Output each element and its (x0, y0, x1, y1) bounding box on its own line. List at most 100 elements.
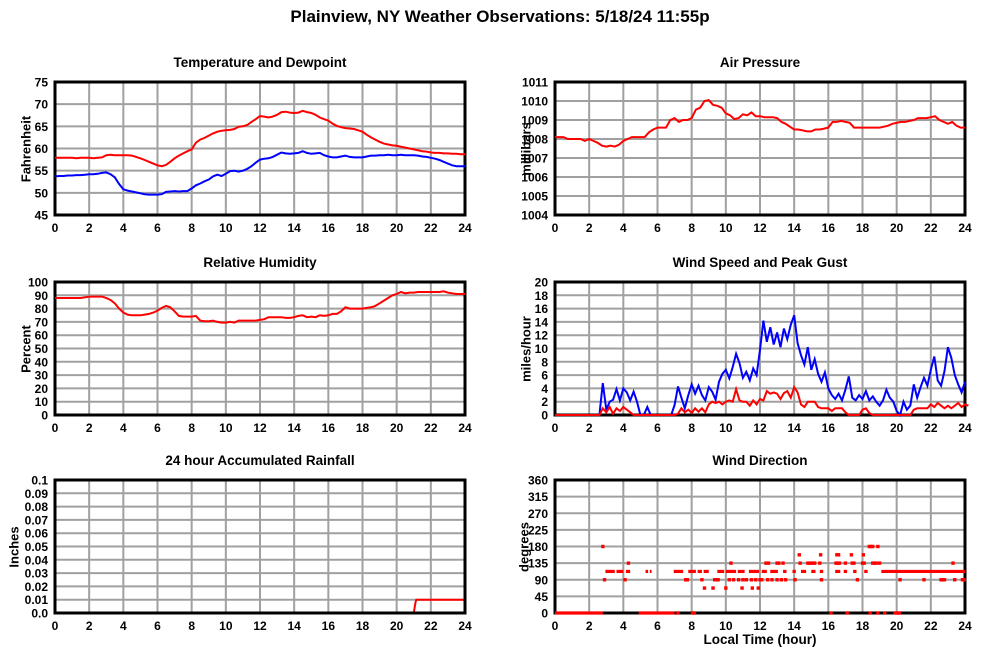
gridlines (554, 479, 966, 614)
svg-text:12: 12 (253, 221, 267, 235)
svg-text:2: 2 (86, 221, 93, 235)
svg-text:270: 270 (528, 507, 548, 521)
svg-text:45: 45 (535, 590, 549, 604)
plot-border (53, 478, 467, 615)
svg-text:2: 2 (541, 395, 548, 409)
svg-text:1005: 1005 (521, 190, 548, 204)
humidity-line (55, 290, 465, 324)
chart-title-temperature-dewpoint: Temperature and Dewpoint (173, 55, 347, 70)
svg-text:1009: 1009 (521, 114, 548, 128)
svg-text:50: 50 (35, 186, 49, 200)
svg-text:10: 10 (719, 619, 733, 633)
svg-text:65: 65 (35, 120, 49, 134)
svg-text:4: 4 (620, 421, 627, 435)
gridlines (554, 81, 966, 216)
svg-text:1007: 1007 (521, 152, 548, 166)
svg-text:16: 16 (322, 619, 336, 633)
wind-speed-line (555, 384, 969, 416)
svg-text:50: 50 (35, 342, 49, 356)
air-pressure-chart: Air Pressure 0 2 4 6 8 10 12 14 16 18 20 22 24 1004 10… (500, 48, 1000, 262)
svg-text:12: 12 (753, 421, 767, 435)
wind-direction-chart: Wind Direction 0 2 4 6 8 10 12 14 16 18 20 22 24 0 45 9… (500, 446, 1000, 660)
svg-text:0: 0 (541, 607, 548, 621)
rainfall-plot: 0 2 4 6 8 10 12 14 16 18 20 22 240.00.010.020.030.04… (25, 474, 472, 634)
svg-text:12: 12 (753, 221, 767, 235)
gridlines (54, 281, 466, 416)
svg-text:1011: 1011 (522, 76, 548, 90)
plot-border (553, 80, 967, 217)
svg-text:10: 10 (719, 221, 733, 235)
svg-text:0: 0 (52, 619, 59, 633)
svg-text:0.06: 0.06 (25, 527, 49, 541)
chart-title-rainfall: 24 hour Accumulated Rainfall (165, 453, 355, 468)
svg-text:225: 225 (528, 523, 548, 537)
svg-text:18: 18 (356, 421, 370, 435)
svg-text:24: 24 (958, 221, 972, 235)
svg-text:10: 10 (535, 342, 549, 356)
plot-border (553, 478, 967, 615)
plot-border (53, 280, 467, 417)
temperature-line (55, 109, 465, 168)
svg-text:14: 14 (287, 221, 301, 235)
tick-labels: 0 2 4 6 8 10 12 14 16 18 20 22 240102030405060708090… (28, 276, 472, 436)
y-axis-label-inches: Inches (6, 525, 21, 568)
svg-text:22: 22 (424, 421, 438, 435)
svg-text:4: 4 (120, 421, 127, 435)
svg-text:1006: 1006 (521, 171, 548, 185)
svg-text:14: 14 (535, 315, 549, 329)
svg-text:12: 12 (753, 619, 767, 633)
svg-text:75: 75 (35, 76, 49, 90)
svg-text:70: 70 (35, 98, 49, 112)
svg-text:20: 20 (890, 221, 904, 235)
svg-text:90: 90 (35, 289, 49, 303)
tick-labels: 0 2 4 6 8 10 12 14 16 18 20 22 240.00.010.020.030.04… (25, 474, 472, 634)
svg-text:0.09: 0.09 (25, 487, 49, 501)
chart-title-air-pressure: Air Pressure (719, 55, 801, 70)
svg-text:24: 24 (958, 421, 972, 435)
svg-text:100: 100 (28, 276, 48, 290)
svg-text:14: 14 (787, 619, 801, 633)
svg-text:20: 20 (890, 421, 904, 435)
svg-text:90: 90 (535, 573, 549, 587)
chart-title-wind-speed-gust: Wind Speed and Peak Gust (672, 255, 848, 270)
svg-text:22: 22 (924, 221, 938, 235)
pressure-line (555, 99, 965, 148)
y-axis-label-miles-hour: miles/hour (518, 315, 533, 382)
svg-text:10: 10 (219, 221, 233, 235)
svg-text:24: 24 (458, 421, 472, 435)
svg-text:18: 18 (356, 221, 370, 235)
svg-text:18: 18 (856, 421, 870, 435)
svg-text:6: 6 (154, 221, 161, 235)
svg-text:20: 20 (535, 276, 549, 290)
svg-text:45: 45 (35, 209, 49, 223)
svg-text:2: 2 (86, 421, 93, 435)
dewpoint-line (54, 150, 465, 196)
wind-direction-plot: 0 2 4 6 8 10 12 14 16 18 20 22 240459013518022527031… (528, 474, 972, 634)
svg-text:0: 0 (541, 409, 548, 423)
wind-speed-gust-chart: Wind Speed and Peak Gust 0 2 4 6 8 10 12 14 16 18… (500, 248, 1000, 462)
relative-humidity-chart: Relative Humidity 0 2 4 6 8 10 12 14 16 18 20 22 24 0… (0, 248, 500, 462)
svg-text:24: 24 (958, 619, 972, 633)
svg-text:4: 4 (120, 619, 127, 633)
svg-text:12: 12 (253, 619, 267, 633)
y-axis-label-fahrenheit: Fahrenheit (18, 115, 33, 182)
svg-text:10: 10 (219, 619, 233, 633)
svg-text:360: 360 (528, 474, 548, 488)
svg-text:0: 0 (552, 421, 559, 435)
svg-text:0: 0 (552, 619, 559, 633)
y-axis-label-millibars: millibars (518, 121, 533, 176)
svg-text:10: 10 (35, 395, 49, 409)
svg-text:0.01: 0.01 (25, 593, 49, 607)
air-pressure-plot: 0 2 4 6 8 10 12 14 16 18 20 22 241004100510061007100… (521, 76, 972, 236)
svg-text:20: 20 (890, 619, 904, 633)
svg-text:0.1: 0.1 (31, 474, 48, 488)
svg-text:8: 8 (688, 619, 695, 633)
svg-text:2: 2 (586, 421, 593, 435)
svg-text:8: 8 (188, 619, 195, 633)
svg-text:30: 30 (35, 369, 49, 383)
svg-text:0.04: 0.04 (25, 553, 49, 567)
svg-text:16: 16 (822, 421, 836, 435)
temperature-dewpoint-chart: Temperature and Dewpoint 0 2 4 6 8 10 12 14 16 18… (0, 48, 500, 262)
